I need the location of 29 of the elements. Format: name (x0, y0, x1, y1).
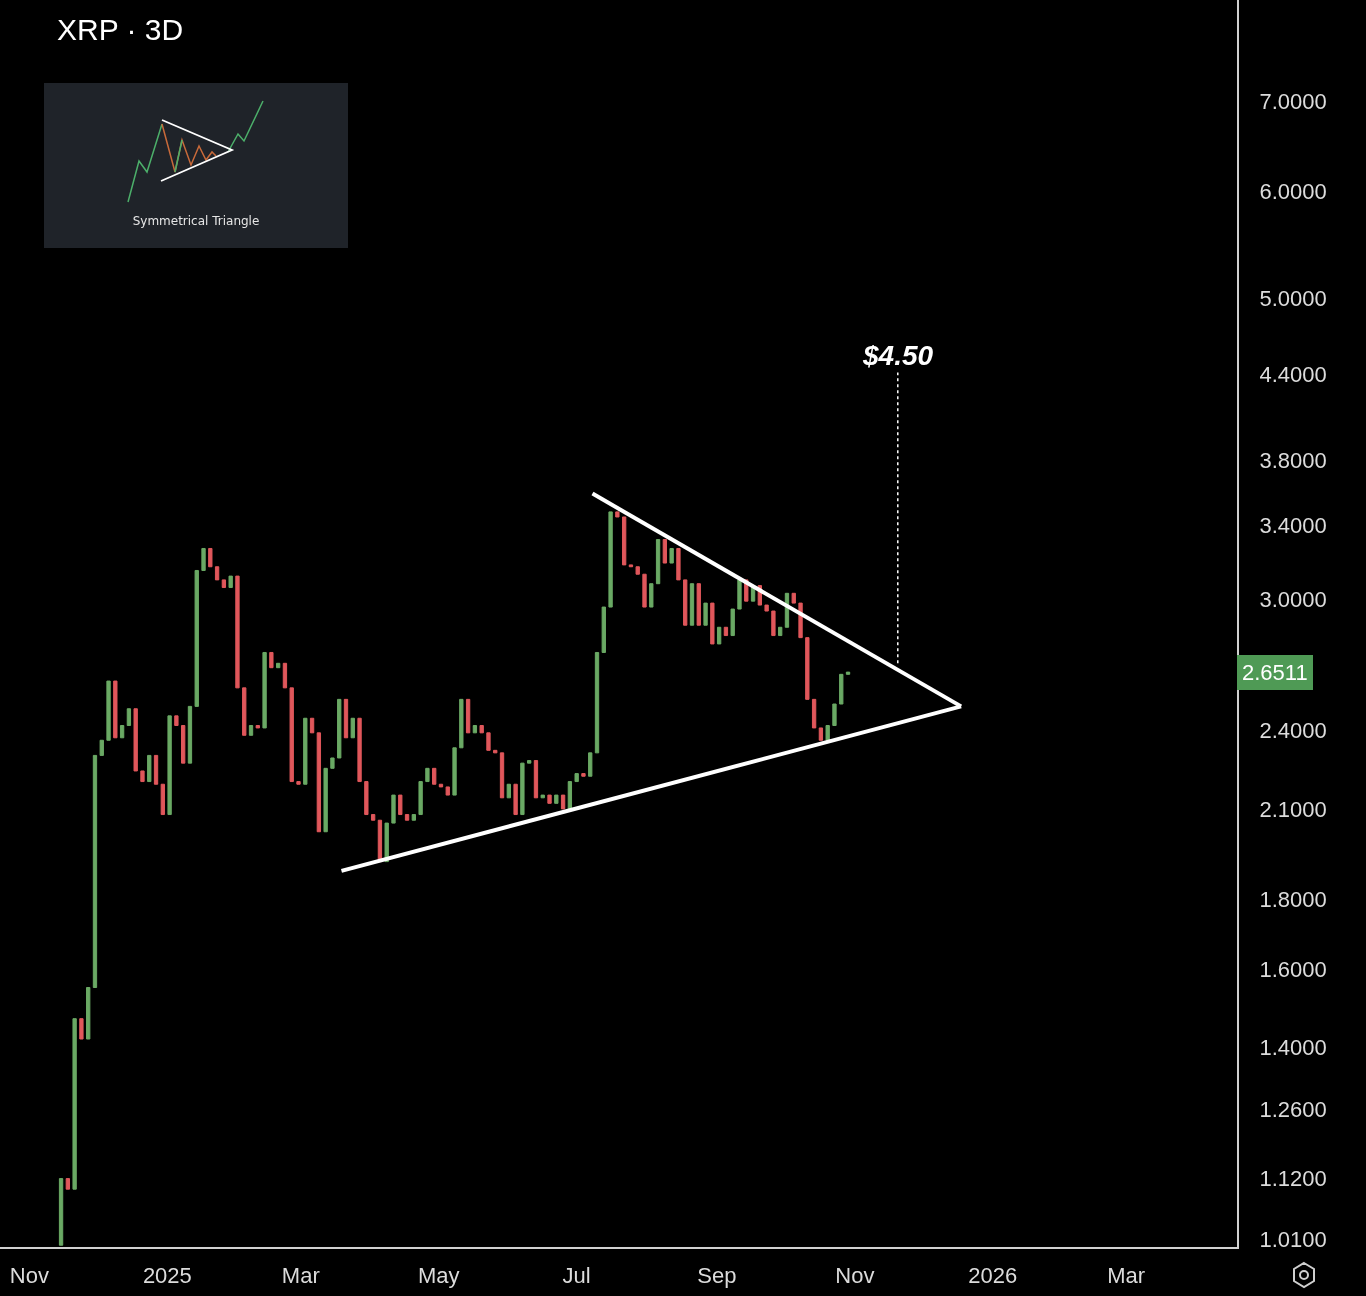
x-tick-label: Sep (697, 1263, 737, 1289)
x-tick-label: May (417, 1263, 460, 1289)
symmetrical-triangle-illustration: Symmetrical Triangle (44, 83, 348, 248)
x-tick-label: 2026 (968, 1263, 1018, 1289)
y-tick-label: 1.1200 (1259, 1166, 1327, 1192)
y-tick-label: 2.4000 (1259, 718, 1327, 744)
y-tick-label: 3.0000 (1259, 586, 1327, 612)
annotation: $4.50 (862, 340, 934, 371)
chart-title: XRP · 3D (57, 12, 184, 46)
y-tick-label: 1.4000 (1259, 1035, 1327, 1061)
x-tick-label: Nov (9, 1263, 49, 1289)
x-tick-label: Mar (281, 1263, 320, 1289)
y-tick-label: 1.2600 (1259, 1097, 1327, 1123)
y-tick-label: 1.6000 (1259, 956, 1327, 982)
x-tick-label: Jul (562, 1263, 591, 1289)
y-tick-label: 7.0000 (1259, 88, 1327, 114)
x-tick-label: 2025 (142, 1263, 192, 1289)
y-tick-label: 1.8000 (1259, 887, 1327, 913)
x-tick-label: Nov (835, 1263, 875, 1289)
y-tick-label: 4.4000 (1259, 361, 1327, 387)
y-tick-label: 3.4000 (1259, 513, 1327, 539)
x-tick-label: Mar (1107, 1263, 1146, 1289)
annotation: Symmetrical Triangle (131, 214, 261, 228)
y-tick-label: 6.0000 (1259, 179, 1327, 205)
y-tick-label: 1.0100 (1259, 1227, 1327, 1253)
text: 2.6511 (1242, 660, 1308, 685)
y-tick-label: 3.8000 (1259, 447, 1327, 473)
y-tick-label: 2.1000 (1259, 796, 1327, 822)
y-tick-label: 5.0000 (1259, 286, 1327, 312)
